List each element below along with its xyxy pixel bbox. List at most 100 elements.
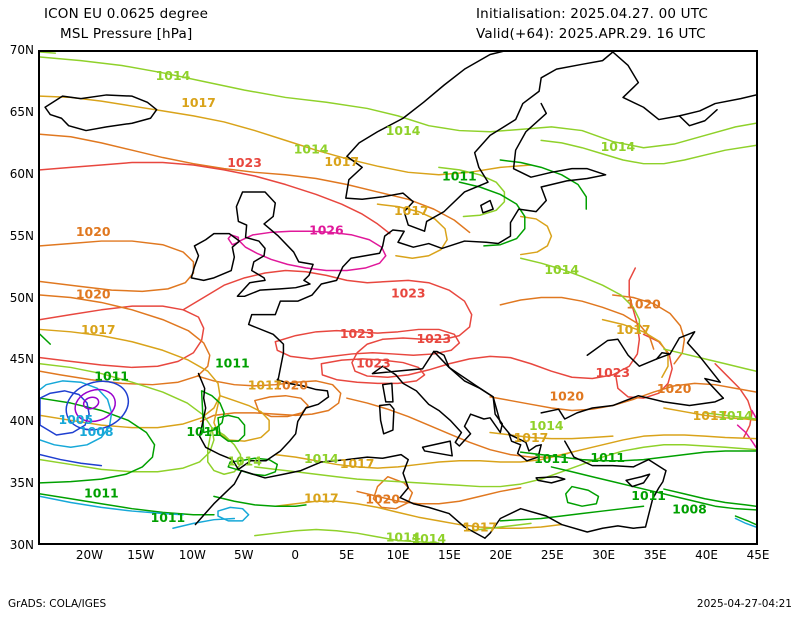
contour-1020	[40, 133, 471, 234]
coastline-segment	[484, 440, 667, 539]
contour-1017	[601, 318, 669, 378]
contour-1020	[196, 375, 342, 423]
contour-value-label: 1020	[76, 287, 111, 302]
contour-1017	[40, 95, 532, 176]
contour-1014	[40, 363, 215, 473]
coastline-segment	[535, 475, 566, 484]
lon-tick: 35E	[643, 548, 667, 562]
valid-time-label: Valid(+64): 2025.APR.29. 16 UTC	[476, 26, 706, 42]
coastline-segment	[381, 382, 394, 403]
lat-tick: 70N	[9, 43, 34, 57]
contour-value-label: 1011	[631, 488, 666, 503]
contour-value-label: 1008	[672, 501, 707, 516]
contour-value-label: 1023	[356, 355, 391, 370]
lon-tick: 10E	[386, 548, 410, 562]
contour-1011	[734, 515, 756, 526]
coastline-segment	[480, 199, 494, 214]
contour-1023	[182, 267, 641, 380]
contour-1017	[274, 434, 756, 469]
lon-tick: 30E	[592, 548, 616, 562]
lon-tick: 5E	[338, 548, 355, 562]
lat-tick: 55N	[9, 228, 34, 243]
coastline-segment	[586, 331, 725, 399]
contour-1023	[40, 161, 391, 235]
coastline-segment	[197, 102, 607, 471]
coastline-segment	[44, 94, 158, 132]
render-timestamp: 2025-04-27-04:21	[696, 598, 792, 610]
contour-1014	[254, 528, 440, 543]
contour-1011	[663, 488, 756, 507]
contour-1014	[468, 522, 532, 532]
contour-1017	[519, 215, 553, 256]
contour-1011	[217, 414, 246, 442]
contour-1011	[458, 181, 526, 247]
contour-value-label: 1014	[411, 531, 446, 543]
contour-value-label: 1011	[215, 355, 250, 370]
contour-1023	[274, 328, 461, 360]
contour-value-label: 1011	[590, 450, 625, 465]
contour-1026	[238, 230, 387, 272]
contour-value-label: 1017	[616, 322, 651, 337]
contour-1011	[499, 159, 587, 210]
contour-1002-ring	[74, 388, 116, 423]
contour-value-label: 1023	[417, 331, 452, 346]
contour-1020	[356, 487, 522, 505]
contour-1011	[40, 333, 51, 345]
initialisation-label: Initialisation: 2025.04.27. 00 UTC	[476, 6, 709, 22]
lat-tick: 35N	[9, 476, 34, 491]
contour-1023	[714, 363, 753, 439]
coastline-segment	[190, 232, 241, 282]
contour-1011	[565, 485, 600, 507]
pressure-contours	[40, 52, 756, 543]
contour-1005	[40, 453, 103, 467]
contour-value-label: 1014	[304, 451, 339, 466]
contour-1020	[40, 240, 195, 293]
contour-1011	[550, 466, 756, 511]
contour-1020	[346, 397, 569, 458]
contour-1011	[200, 390, 225, 434]
lon-tick: 0	[291, 548, 299, 562]
field-title: MSL Pressure [hPa]	[60, 26, 193, 42]
contour-value-label: 1023	[340, 326, 375, 341]
coastline-segment	[378, 403, 395, 435]
contour-value-label: 1026	[309, 223, 344, 238]
contour-1014	[663, 348, 756, 372]
contour-value-label: 1014	[156, 68, 191, 83]
coastline-segment	[421, 440, 453, 457]
contour-1014	[254, 444, 756, 488]
contour-1014	[40, 56, 756, 149]
contour-labels: 1014101710231020102010171011100810051011…	[59, 68, 754, 543]
contour-value-label: 1020	[626, 296, 661, 311]
lat-tick: 65N	[9, 104, 34, 119]
contour-1011	[40, 493, 215, 516]
contour-1011	[40, 397, 156, 484]
contour-value-label: 1008	[79, 424, 114, 439]
contour-1008	[217, 506, 250, 522]
model-title: ICON EU 0.0625 degree	[44, 6, 209, 22]
contour-value-label: 1017	[463, 520, 498, 535]
contour-value-label: 1014	[529, 418, 564, 433]
coastline-segment	[678, 108, 718, 127]
contour-value-label: 1017	[340, 456, 375, 471]
coastline-segment	[235, 191, 314, 298]
contour-value-label: 1020	[365, 492, 400, 507]
contour-value-label: 1017	[248, 377, 283, 392]
contour-value-label: 1017	[324, 154, 359, 169]
lon-tick: 45E	[746, 548, 770, 562]
contour-value-label: 1011	[442, 169, 477, 184]
contour-map-svg: 1014101710231020102010171011100810051011…	[40, 52, 756, 543]
contour-value-label: 1023	[391, 285, 426, 300]
grads-credit: GrADS: COLA/IGES	[8, 598, 107, 610]
contour-1017	[376, 203, 448, 259]
contour-1008	[40, 495, 184, 516]
lat-tick: 50N	[9, 290, 34, 305]
coastline-segment	[371, 350, 504, 447]
contour-1011	[519, 450, 756, 462]
contour-1011	[499, 505, 645, 522]
contour-1023	[320, 358, 426, 385]
lon-tick: 20E	[489, 548, 513, 562]
contour-1014	[438, 166, 506, 218]
coastline-segment	[612, 52, 756, 121]
coastline-segment	[433, 350, 542, 462]
